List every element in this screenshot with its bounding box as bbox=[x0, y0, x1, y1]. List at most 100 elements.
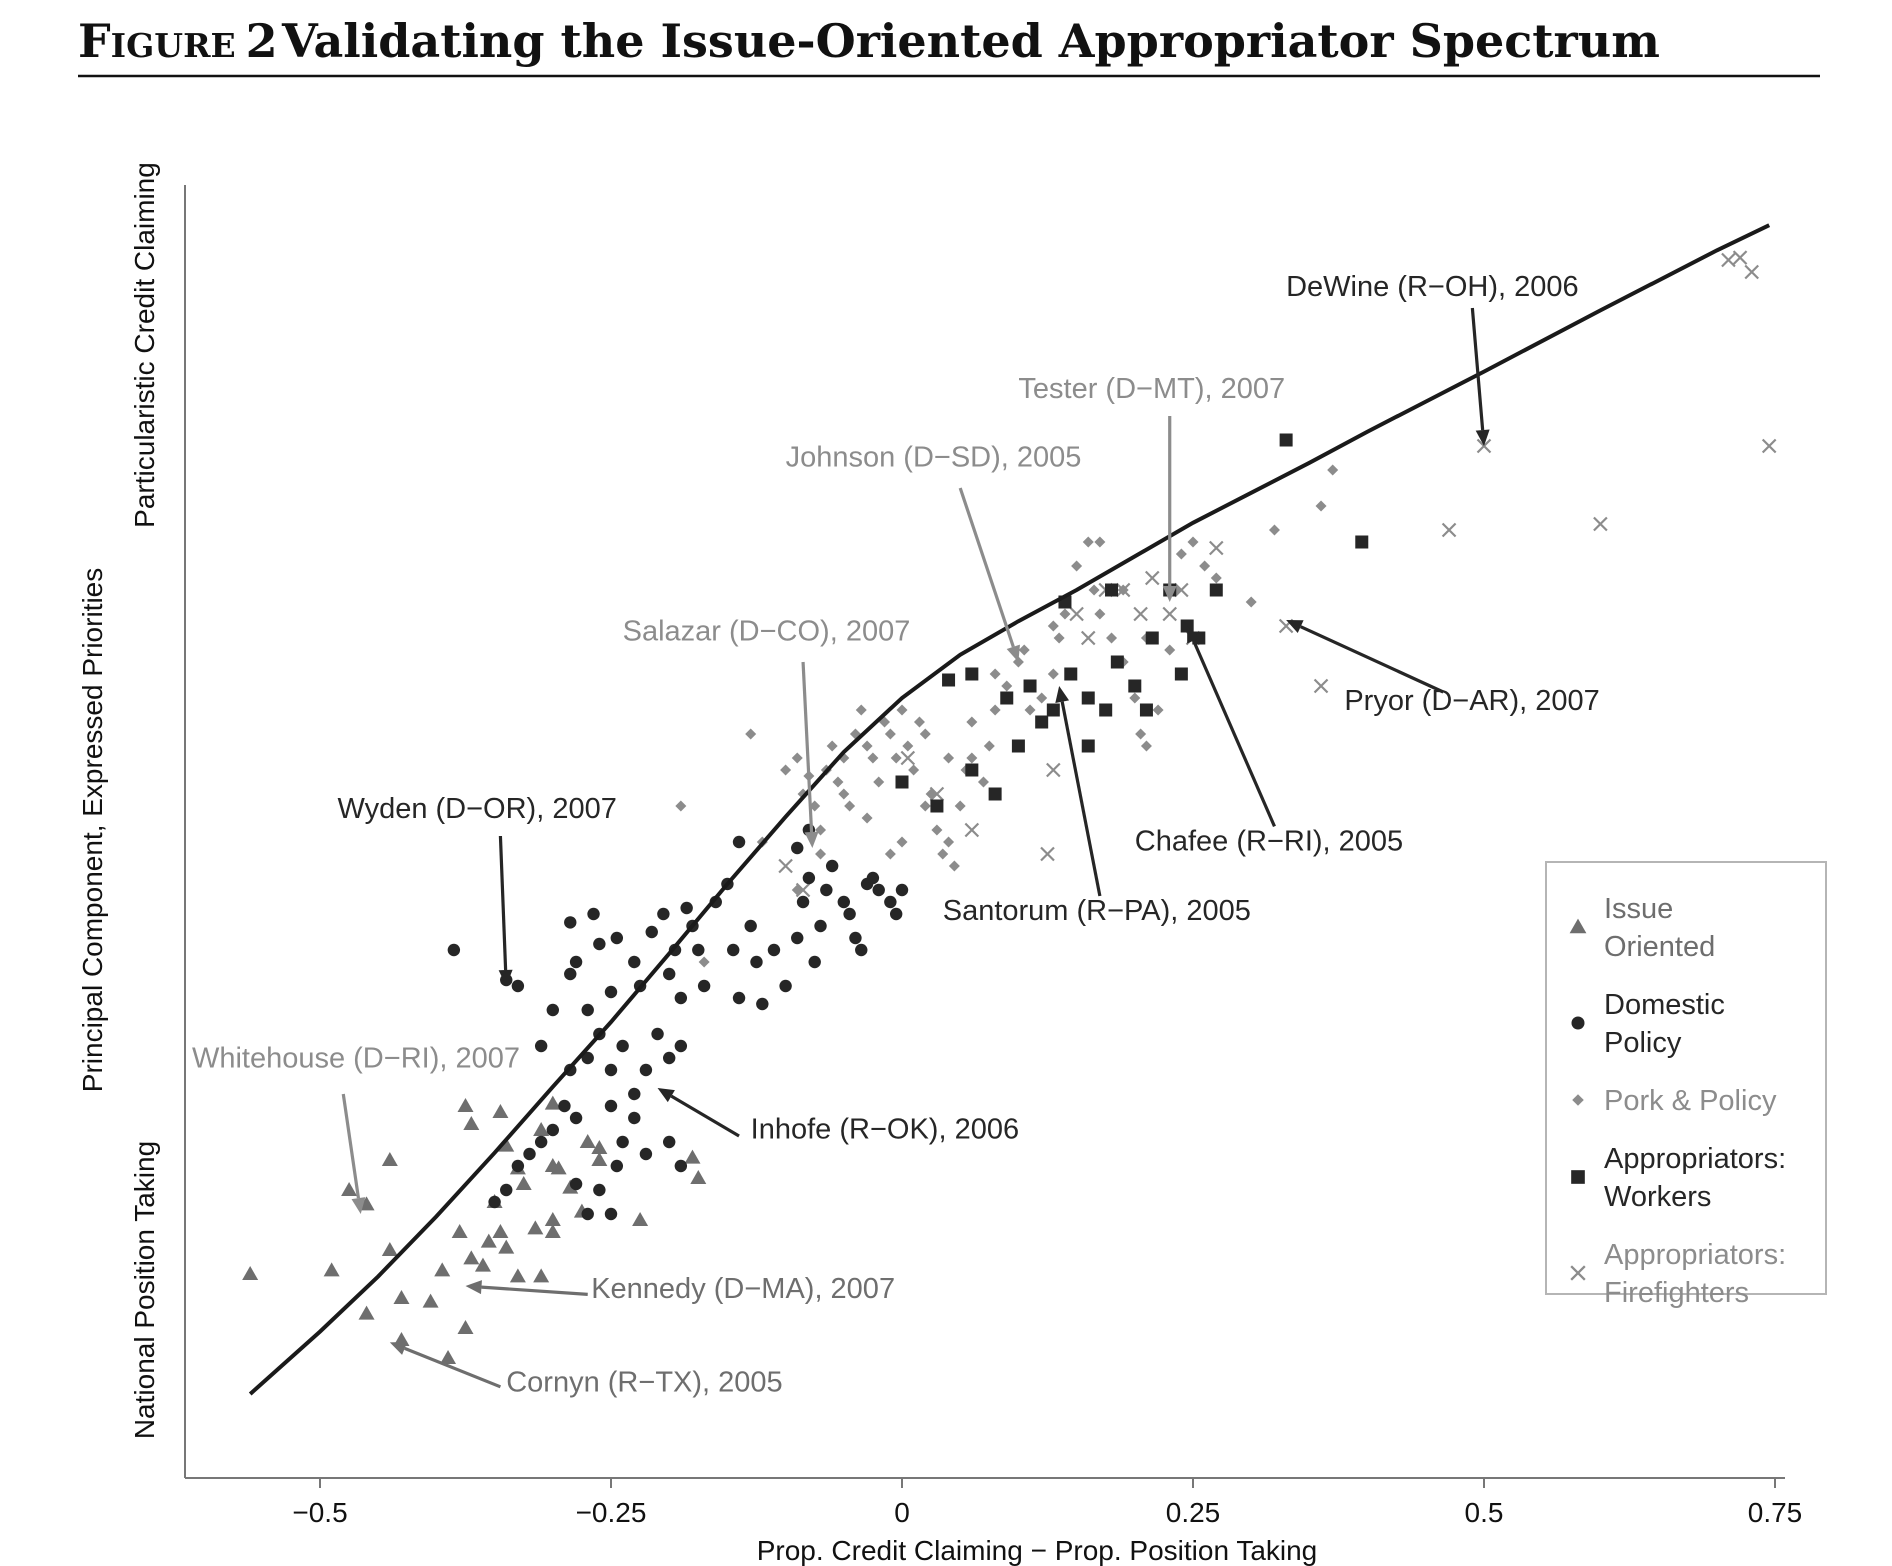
data-point-circle bbox=[593, 937, 606, 951]
legend-box bbox=[1545, 861, 1827, 1295]
data-point-circle bbox=[604, 985, 618, 999]
annotation-arrow bbox=[481, 1285, 588, 1296]
data-point-diamond bbox=[838, 788, 850, 800]
data-point-triangle bbox=[533, 1122, 550, 1136]
annotation-label: Whitehouse (D−RI), 2007 bbox=[192, 1043, 520, 1075]
legend-marker-diamond bbox=[1572, 1094, 1584, 1106]
data-point-circle bbox=[843, 907, 856, 921]
data-point-square bbox=[1174, 667, 1188, 681]
data-point-diamond bbox=[890, 752, 902, 764]
data-point-circle bbox=[581, 1003, 594, 1017]
data-point-diamond bbox=[1094, 536, 1106, 548]
data-point-circle bbox=[674, 991, 688, 1005]
data-point-diamond bbox=[1024, 704, 1036, 716]
data-point-circle bbox=[663, 967, 676, 981]
annotation-arrowhead bbox=[804, 831, 819, 848]
data-point-circle bbox=[558, 1099, 571, 1113]
legend-label: Workers bbox=[1604, 1181, 1711, 1213]
annotation-arrow bbox=[404, 1346, 502, 1389]
data-point-diamond bbox=[966, 752, 978, 764]
data-point-triangle bbox=[457, 1320, 474, 1334]
data-point-triangle bbox=[527, 1220, 544, 1235]
data-point-x bbox=[1133, 606, 1148, 622]
data-point-diamond bbox=[937, 848, 949, 860]
data-point-square bbox=[895, 775, 909, 789]
data-point-square bbox=[1145, 631, 1159, 645]
data-point-diamond bbox=[855, 704, 867, 716]
annotation-label: Cornyn (R−TX), 2005 bbox=[506, 1367, 782, 1399]
data-point-circle bbox=[825, 859, 839, 873]
annotations: DeWine (R−OH), 2006 Tester (D−MT), 2007 Jo… bbox=[192, 271, 1600, 1399]
data-point-circle bbox=[756, 997, 769, 1011]
data-point-diamond bbox=[791, 752, 803, 764]
data-point-circle bbox=[569, 1177, 583, 1191]
data-point-square bbox=[965, 667, 979, 681]
data-point-circle bbox=[651, 1027, 664, 1041]
data-point-circle bbox=[610, 1159, 624, 1173]
data-point-square bbox=[930, 799, 944, 813]
data-point-diamond bbox=[1071, 560, 1083, 572]
data-point-square bbox=[965, 763, 979, 777]
data-point-circle bbox=[796, 895, 810, 909]
data-point-diamond bbox=[1245, 596, 1257, 608]
data-point-diamond bbox=[896, 836, 908, 848]
data-point-circle bbox=[674, 1039, 688, 1053]
data-point-square bbox=[1099, 703, 1113, 717]
legend: Issue Oriented Domestic Policy Pork & Policy… bbox=[1545, 861, 1827, 1309]
data-point-diamond bbox=[815, 848, 827, 860]
data-point-diamond bbox=[1053, 632, 1065, 644]
data-point-x bbox=[1593, 516, 1608, 532]
data-point-circle bbox=[546, 1123, 559, 1137]
data-point-diamond bbox=[1106, 632, 1118, 644]
data-point-triangle bbox=[451, 1224, 468, 1238]
annotation-arrowhead bbox=[1055, 686, 1070, 704]
data-point-diamond bbox=[780, 764, 792, 776]
annotation-arrowhead bbox=[351, 1197, 366, 1214]
data-point-triangle bbox=[684, 1149, 701, 1164]
data-point-circle bbox=[500, 1183, 513, 1197]
data-point-triangle bbox=[509, 1268, 526, 1283]
data-point-square bbox=[1081, 691, 1095, 705]
data-point-diamond bbox=[698, 956, 710, 968]
data-point-circle bbox=[727, 943, 740, 957]
data-point-diamond bbox=[884, 728, 896, 740]
data-point-circle bbox=[884, 895, 897, 909]
data-point-circle bbox=[732, 835, 746, 849]
data-point-diamond bbox=[1094, 608, 1106, 620]
x-tick-label: 0 bbox=[894, 1497, 910, 1528]
annotation-label: Pryor (D−AR), 2007 bbox=[1344, 685, 1599, 717]
data-point-diamond bbox=[873, 776, 885, 788]
data-point-circle bbox=[534, 1039, 548, 1053]
data-point-circle bbox=[628, 1111, 641, 1125]
annotation-arrowhead bbox=[1162, 586, 1177, 602]
data-point-diamond bbox=[1152, 704, 1164, 716]
data-point-x bbox=[1209, 540, 1224, 556]
data-point-diamond bbox=[902, 740, 914, 752]
data-point-circle bbox=[569, 1111, 583, 1125]
data-point-triangle bbox=[591, 1140, 608, 1154]
x-tick-label: 0.75 bbox=[1748, 1497, 1803, 1528]
figure-label-initial: F bbox=[78, 14, 111, 68]
data-point-square bbox=[1209, 583, 1223, 597]
data-point-circle bbox=[604, 1207, 618, 1221]
data-point-x bbox=[1162, 606, 1177, 622]
figure-label-rest: IGURE bbox=[111, 26, 236, 65]
data-point-circle bbox=[511, 1159, 525, 1173]
x-tick-label: 0.5 bbox=[1465, 1497, 1504, 1528]
legend-label: Policy bbox=[1604, 1027, 1682, 1059]
legend-items: Issue Oriented Domestic Policy Pork & Policy… bbox=[1569, 893, 1786, 1309]
annotation-arrow bbox=[958, 487, 1015, 648]
annotation-arrow bbox=[341, 1093, 361, 1199]
data-point-circle bbox=[604, 1063, 618, 1077]
data-point-x bbox=[1040, 846, 1055, 862]
data-point-diamond bbox=[832, 776, 844, 788]
data-point-square bbox=[1139, 703, 1153, 717]
annotation-arrow bbox=[1060, 701, 1102, 897]
y-axis-label-bottom: National Position Taking bbox=[129, 1141, 160, 1439]
data-point-x bbox=[1744, 264, 1759, 280]
legend-label: Issue bbox=[1604, 893, 1673, 925]
data-point-x bbox=[795, 882, 811, 898]
x-axis-label: Prop. Credit Claiming − Prop. Position T… bbox=[757, 1535, 1318, 1566]
data-point-diamond bbox=[1129, 692, 1141, 704]
data-point-circle bbox=[645, 925, 658, 939]
